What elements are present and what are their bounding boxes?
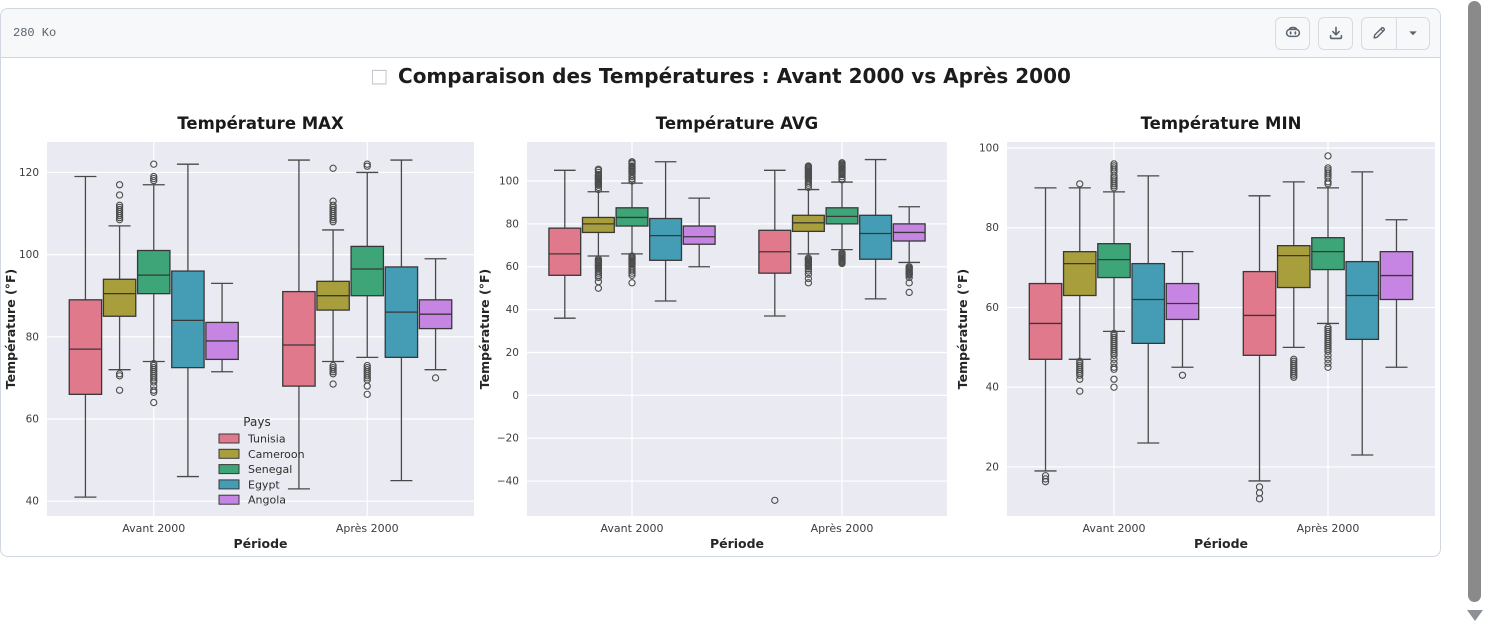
box-senegal-apres-2000 [825,159,859,268]
box-senegal-avant-2000 [136,160,171,407]
subplot-title: Température MAX [177,114,344,133]
box-tunisia-avant-2000 [68,175,103,498]
box-tunisia-apres-2000 [282,159,316,490]
box-tunisia-avant-2000 [548,169,582,319]
box-angola-apres-2000 [418,258,453,382]
y-tick-label: 40 [506,304,519,316]
file-preview-card: 280 Ko [0,8,1441,557]
legend-label: Egypt [248,478,280,491]
subplot-title: Température AVG [656,114,818,133]
toolbar-actions [1275,16,1430,50]
triangle-down-icon [1405,25,1421,41]
edit-button[interactable] [1361,16,1396,50]
box-cameroon-avant-2000 [1062,180,1097,395]
pencil-icon [1371,25,1387,41]
y-tick-label: 0 [512,390,519,402]
y-tick-label: 40 [986,382,999,394]
box-cameroon-apres-2000 [316,164,350,388]
y-tick-label: 60 [506,261,519,273]
box-egypt-avant-2000 [171,163,205,478]
x-axis-label: Période [1194,536,1248,551]
scroll-down-arrow[interactable] [1467,610,1483,621]
box-angola-avant-2000 [682,197,716,268]
boxplot-figure-svg: 40 60 80 100 120 Avant 2000 Après 2000 Températ… [3,114,1435,551]
legend-item-senegal: Senegal [218,463,292,476]
y-tick-label: −40 [497,476,519,488]
copilot-button[interactable] [1275,16,1310,50]
scrollbar-thumb[interactable] [1468,1,1481,602]
y-tick-label: 100 [499,176,519,188]
box-senegal-apres-2000 [350,160,385,398]
subplot-temp-rature-avg: −40 −20 0 20 40 60 80 100 Avant 2000 Après 2000 Te… [477,114,947,551]
y-tick-label: 80 [506,218,519,230]
y-tick-label: −20 [497,433,519,445]
x-tick-label: Après 2000 [811,522,874,535]
y-tick-label: 40 [26,496,39,508]
edit-button-group [1361,16,1430,50]
edit-dropdown-button[interactable] [1396,16,1430,50]
box-egypt-apres-2000 [384,159,419,482]
box-angola-avant-2000 [205,282,239,373]
file-size-label: 280 Ko [13,26,57,40]
subplot-temp-rature-max: 40 60 80 100 120 Avant 2000 Après 2000 Températ… [3,114,474,551]
y-tick-label: 60 [986,302,999,314]
legend-item-egypt: Egypt [218,478,280,491]
box-angola-avant-2000 [1165,250,1200,379]
legend-label: Tunisia [247,433,286,446]
copilot-icon [1285,25,1301,41]
box-cameroon-apres-2000 [1276,181,1311,381]
box-tunisia-apres-2000 [1242,195,1277,503]
box-cameroon-avant-2000 [581,165,615,292]
box-angola-apres-2000 [1379,219,1414,368]
y-axis-label: Température (°F) [3,269,18,389]
subplot-temp-rature-min: 20 40 60 80 100 Avant 2000 Après 2000 Températu… [955,114,1435,551]
legend-label: Angola [248,494,286,507]
y-tick-label: 80 [986,222,999,234]
x-tick-label: Après 2000 [1297,522,1360,535]
y-tick-label: 20 [986,461,999,473]
box-egypt-avant-2000 [649,161,683,302]
legend-item-cameroon: Cameroon [218,448,305,461]
box-egypt-avant-2000 [1131,175,1166,444]
box-tunisia-apres-2000 [758,169,792,505]
box-egypt-apres-2000 [859,158,893,300]
box-egypt-apres-2000 [1345,171,1380,456]
box-angola-apres-2000 [892,206,926,297]
legend-item-tunisia: Tunisia [218,433,286,446]
x-tick-label: Avant 2000 [1083,522,1146,535]
download-icon [1328,25,1344,41]
x-axis-label: Période [233,536,287,551]
y-tick-label: 60 [26,414,39,426]
y-tick-label: 100 [19,249,39,261]
file-header-bar: 280 Ko [1,9,1440,58]
x-axis-label: Période [710,536,764,551]
legend-item-angola: Angola [218,494,286,507]
box-cameroon-apres-2000 [791,162,825,287]
box-senegal-apres-2000 [1311,152,1345,371]
download-button[interactable] [1318,16,1353,50]
y-axis-label: Température (°F) [955,269,970,389]
x-tick-label: Après 2000 [336,522,399,535]
subplot-title: Température MIN [1141,114,1302,133]
legend-title: Pays [243,415,270,429]
y-tick-label: 100 [979,142,999,154]
notebook-output-figure: □ Comparaison des Températures : Avant 2… [1,58,1440,556]
x-tick-label: Avant 2000 [601,522,664,535]
y-tick-label: 80 [26,331,39,343]
y-tick-label: 20 [506,347,519,359]
x-tick-label: Avant 2000 [122,522,185,535]
box-senegal-avant-2000 [1097,160,1131,391]
box-cameroon-avant-2000 [102,181,137,394]
legend-label: Senegal [248,463,292,476]
y-tick-label: 120 [19,167,39,179]
legend-label: Cameroon [248,448,305,461]
y-axis-label: Température (°F) [477,269,492,389]
legend: Pays Tunisia Cameroon Senegal Egypt Angola [218,415,305,507]
box-senegal-avant-2000 [615,158,649,287]
box-tunisia-avant-2000 [1028,187,1063,486]
